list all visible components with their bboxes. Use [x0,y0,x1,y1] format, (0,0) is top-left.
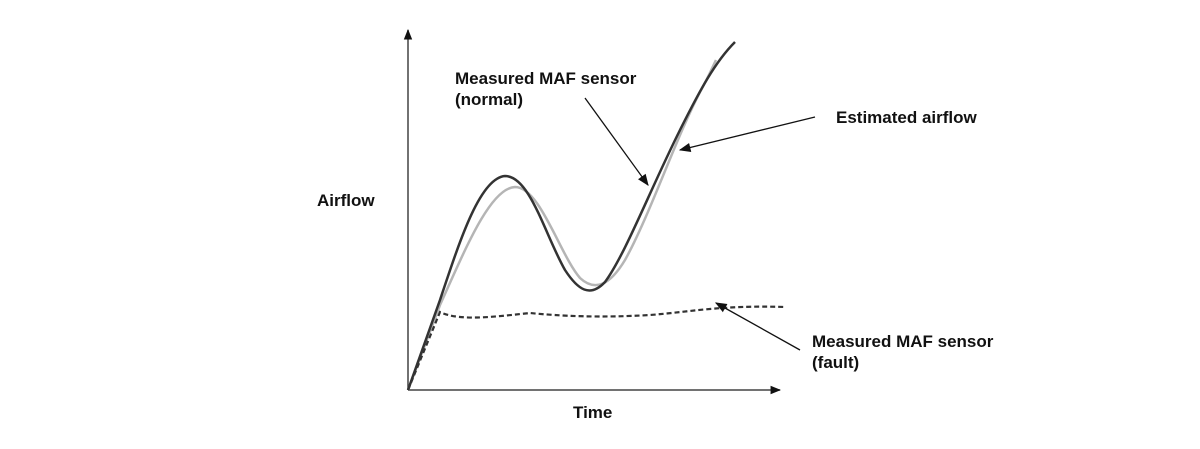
pointer-arrow [678,116,816,153]
y-axis-label: Airflow [317,191,375,210]
pointer-arrow [714,302,801,351]
fault-curve [406,305,786,391]
annotation: Measured MAF sensor [812,332,994,351]
pointer-arrow [584,97,649,186]
annotation: Measured MAF sensor [455,69,637,88]
annotation: Estimated airflow [836,108,978,127]
normal-curve [406,41,736,391]
annotation: (normal) [455,90,523,109]
x-axis-label: Time [573,403,612,422]
annotation: (fault) [812,353,859,372]
estimated-curve [406,59,718,391]
